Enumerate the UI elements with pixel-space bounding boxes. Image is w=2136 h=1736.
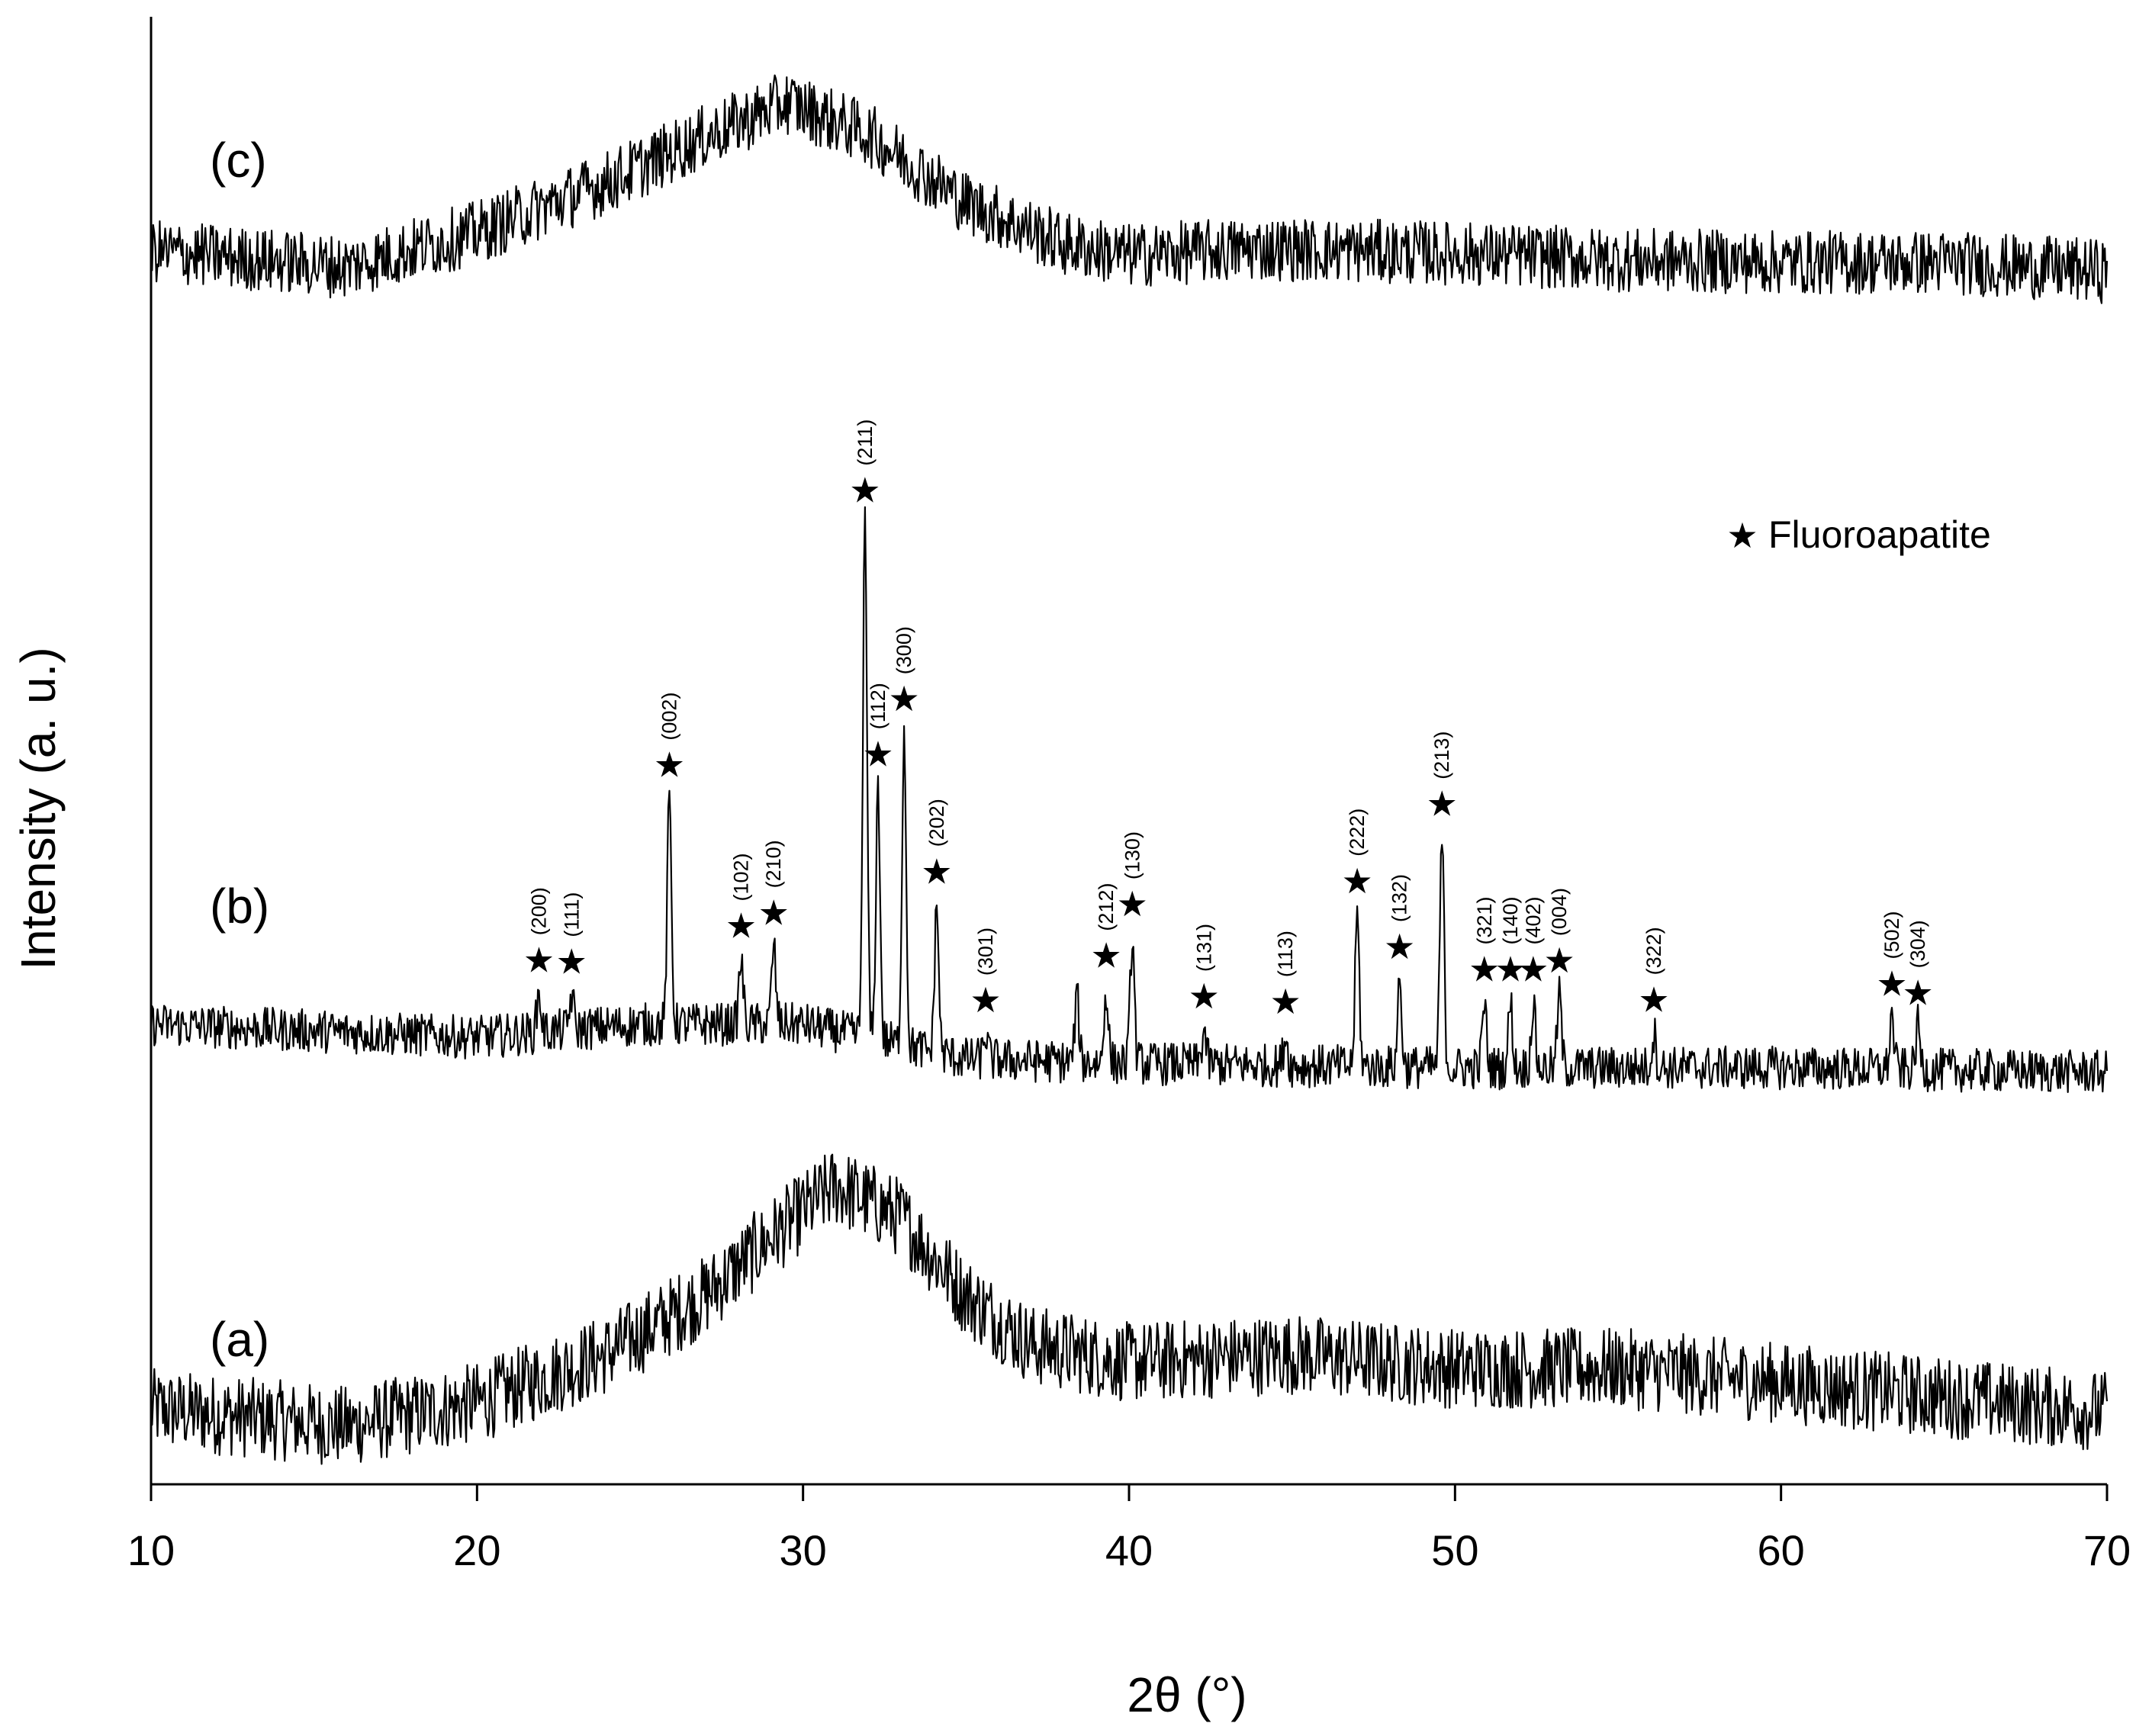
peak-star-icon: ★ bbox=[862, 733, 893, 774]
hkl-label: (321) bbox=[1473, 896, 1496, 944]
peak-star-icon: ★ bbox=[849, 470, 880, 511]
legend-label: Fluoroapatite bbox=[1768, 513, 1991, 556]
peak-star-icon: ★ bbox=[1384, 926, 1415, 967]
diffraction-traces bbox=[150, 74, 2109, 1465]
hkl-label: (211) bbox=[854, 420, 877, 466]
peak-star-icon: ★ bbox=[1638, 979, 1669, 1020]
peak-star-icon: ★ bbox=[1090, 935, 1121, 976]
peak-star-icon: ★ bbox=[889, 678, 920, 719]
x-tick-label: 70 bbox=[2083, 1526, 2131, 1574]
peak-star-icon: ★ bbox=[1342, 860, 1373, 902]
hkl-label: (002) bbox=[658, 693, 681, 741]
hkl-label: (222) bbox=[1346, 809, 1369, 857]
hkl-label: (202) bbox=[925, 799, 948, 847]
hkl-label: (140) bbox=[1499, 896, 1522, 944]
peak-star-icon: ★ bbox=[1269, 981, 1301, 1022]
y-axis-title: Intensity (a. u.) bbox=[11, 647, 66, 969]
peak-star-icon: ★ bbox=[725, 905, 757, 947]
hkl-label: (502) bbox=[1880, 911, 1903, 959]
peak-star-icon: ★ bbox=[921, 850, 952, 892]
x-tick-label: 10 bbox=[127, 1526, 175, 1574]
hkl-label: (112) bbox=[867, 683, 889, 729]
hkl-label: (004) bbox=[1548, 888, 1571, 936]
x-tick-label: 20 bbox=[453, 1526, 500, 1574]
hkl-label: (132) bbox=[1388, 874, 1411, 922]
series-labels: (a) (b) (c) bbox=[210, 133, 269, 1367]
peak-star-icon: ★ bbox=[758, 892, 790, 933]
legend-star-icon: ★ bbox=[1726, 515, 1758, 556]
hkl-label: (130) bbox=[1121, 831, 1144, 879]
series-label-2: (c) bbox=[210, 133, 267, 188]
peak-star-icon: ★ bbox=[970, 979, 1001, 1021]
peak-star-icon: ★ bbox=[556, 941, 587, 982]
hkl-label: (111) bbox=[560, 892, 583, 937]
trace-2 bbox=[150, 74, 2109, 304]
hkl-label: (131) bbox=[1192, 924, 1215, 972]
hkl-label: (102) bbox=[730, 853, 753, 901]
legend: ★ Fluoroapatite bbox=[1726, 513, 1990, 556]
x-axis-ticks: 10 20 30 40 50 60 70 bbox=[127, 1484, 2131, 1574]
x-tick-label: 60 bbox=[1758, 1526, 1805, 1574]
x-tick-label: 40 bbox=[1105, 1526, 1153, 1574]
hkl-label: (212) bbox=[1095, 883, 1118, 931]
peak-star-icon: ★ bbox=[1189, 976, 1220, 1017]
peak-star-icon: ★ bbox=[1543, 940, 1575, 981]
peak-star-icon: ★ bbox=[1876, 963, 1907, 1005]
peak-star-icon: ★ bbox=[654, 744, 685, 786]
peak-star-icon: ★ bbox=[1494, 949, 1526, 990]
hkl-label: (301) bbox=[974, 927, 997, 976]
x-tick-label: 30 bbox=[780, 1526, 827, 1574]
peak-annotations: ★(200)★(111)★(002)★(102)★(210)★(211)★(11… bbox=[523, 420, 1934, 1023]
hkl-label: (200) bbox=[528, 887, 551, 935]
hkl-label: (113) bbox=[1274, 931, 1297, 977]
series-label-1: (b) bbox=[210, 879, 269, 934]
hkl-label: (322) bbox=[1642, 927, 1665, 975]
peak-star-icon: ★ bbox=[1117, 883, 1148, 924]
peak-star-icon: ★ bbox=[1427, 783, 1458, 825]
hkl-label: (402) bbox=[1522, 896, 1545, 944]
hkl-label: (304) bbox=[1906, 920, 1929, 968]
x-tick-label: 50 bbox=[1431, 1526, 1478, 1574]
peak-star-icon: ★ bbox=[1903, 972, 1934, 1013]
peak-star-icon: ★ bbox=[1468, 949, 1500, 990]
peak-star-icon: ★ bbox=[523, 939, 555, 980]
hkl-label: (300) bbox=[893, 626, 915, 674]
trace-0 bbox=[150, 1153, 2109, 1465]
peak-star-icon: ★ bbox=[1517, 949, 1549, 990]
trace-1 bbox=[150, 506, 2109, 1093]
hkl-label: (213) bbox=[1430, 731, 1453, 780]
hkl-label: (210) bbox=[762, 840, 785, 888]
series-label-0: (a) bbox=[210, 1312, 269, 1367]
x-axis-title: 2θ (°) bbox=[1127, 1667, 1247, 1722]
